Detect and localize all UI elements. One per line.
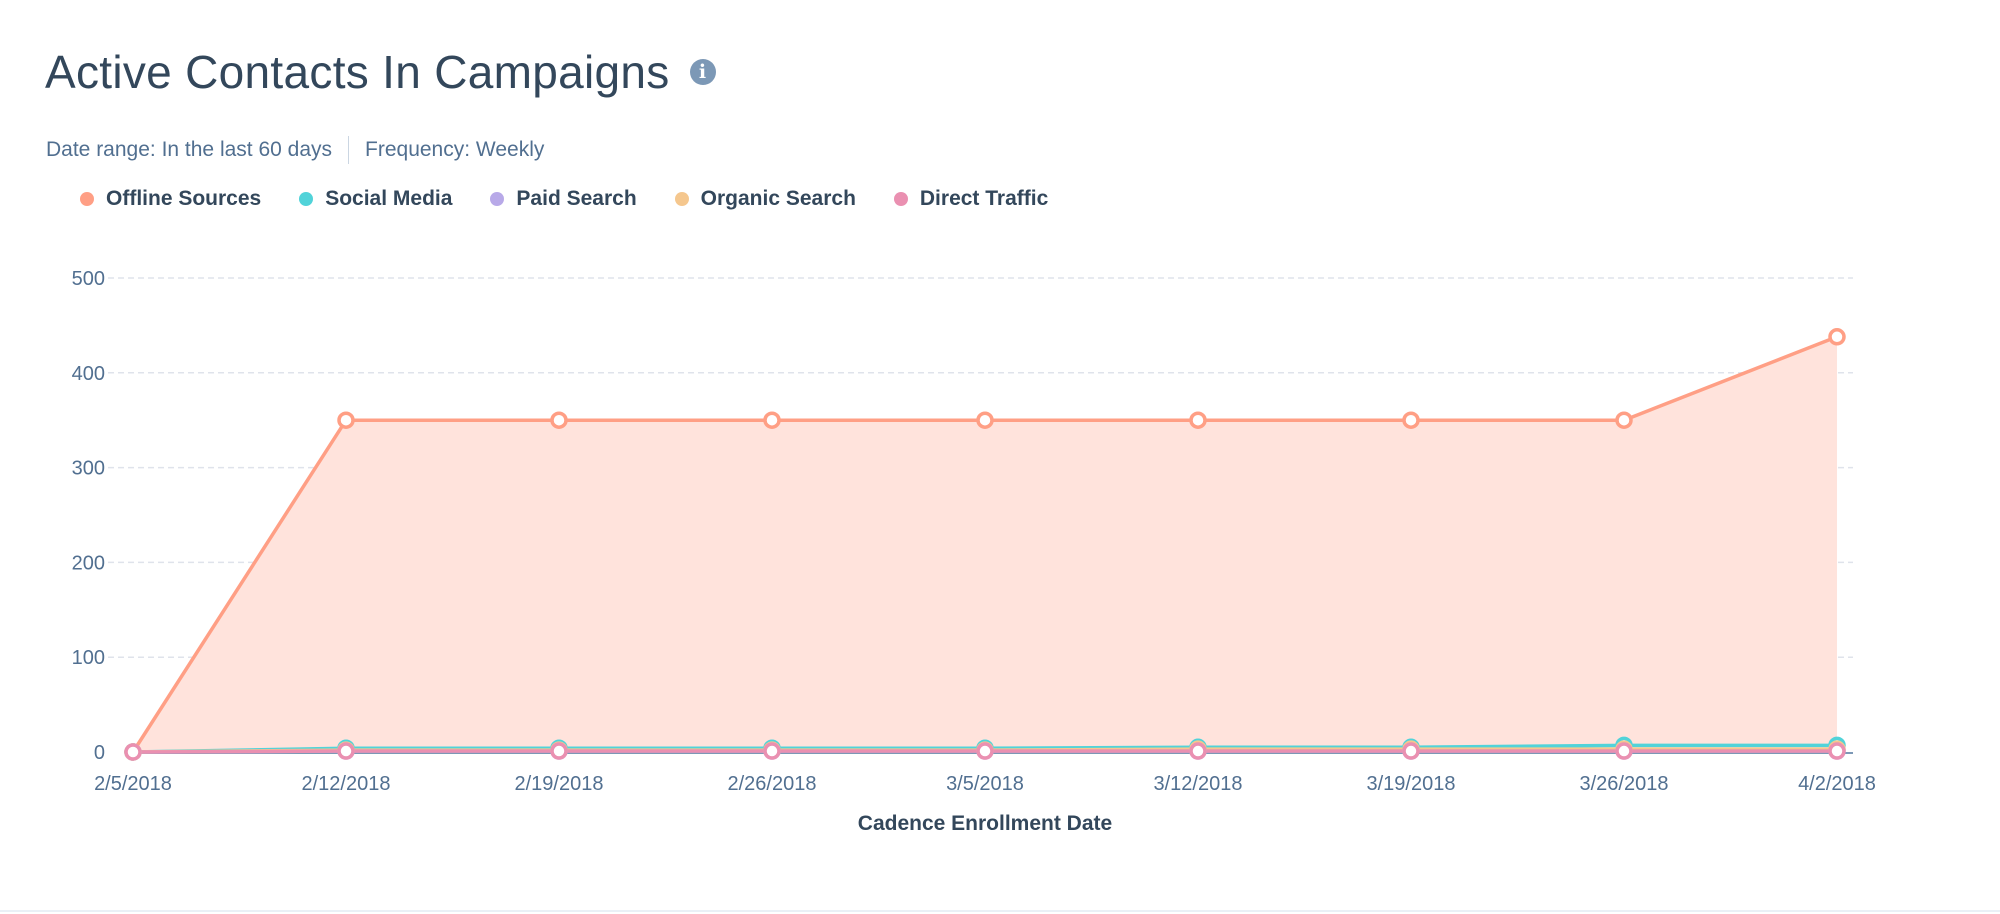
data-point[interactable] [124, 743, 142, 761]
chart-legend: Offline Sources Social Media Paid Search Or… [80, 187, 1086, 211]
data-point[interactable] [1828, 742, 1846, 760]
info-icon[interactable]: i [689, 59, 716, 85]
legend-dot-icon [80, 192, 94, 206]
x-tick-label: 2/26/2018 [728, 773, 817, 795]
x-tick-label: 2/5/2018 [94, 773, 172, 795]
data-point[interactable] [976, 411, 994, 429]
legend-item[interactable]: Offline Sources [80, 187, 261, 211]
x-tick-label: 2/19/2018 [515, 773, 604, 795]
legend-item[interactable]: Paid Search [490, 187, 637, 211]
y-tick-label: 200 [72, 552, 105, 574]
data-point[interactable] [1402, 411, 1420, 429]
report-meta: Date range: In the last 60 days Frequenc… [46, 136, 544, 164]
legend-label: Social Media [325, 187, 453, 210]
x-tick-label: 3/12/2018 [1154, 773, 1243, 795]
data-point[interactable] [337, 742, 355, 760]
legend-label: Paid Search [516, 187, 637, 210]
data-point[interactable] [763, 411, 781, 429]
legend-item[interactable]: Organic Search [674, 187, 856, 211]
frequency[interactable]: Frequency: Weekly [365, 138, 545, 161]
data-point[interactable] [763, 742, 781, 760]
data-point[interactable] [1615, 411, 1633, 429]
y-tick-label: 0 [94, 742, 105, 764]
y-tick-label: 500 [72, 268, 105, 290]
legend-dot-icon [893, 192, 908, 206]
divider [0, 910, 2000, 912]
data-point[interactable] [1615, 742, 1633, 760]
data-point[interactable] [550, 411, 568, 429]
y-tick-label: 400 [72, 363, 105, 385]
legend-label: Direct Traffic [919, 187, 1049, 210]
legend-item[interactable]: Social Media [299, 187, 452, 211]
y-tick-label: 100 [72, 647, 105, 669]
x-tick-label: 3/19/2018 [1367, 773, 1456, 795]
series-area [133, 336, 1837, 752]
data-point[interactable] [1189, 411, 1207, 429]
date-range[interactable]: Date range: In the last 60 days [46, 138, 333, 161]
x-axis-title: Cadence Enrollment Date [858, 812, 1112, 835]
x-tick-label: 2/12/2018 [302, 773, 391, 795]
x-tick-label: 4/2/2018 [1798, 773, 1876, 795]
x-tick-label: 3/26/2018 [1580, 773, 1669, 795]
legend-dot-icon [490, 192, 505, 206]
data-point[interactable] [976, 742, 994, 760]
legend-item[interactable]: Direct Traffic [893, 187, 1049, 211]
legend-dot-icon [674, 192, 689, 206]
legend-dot-icon [299, 192, 314, 206]
y-tick-label: 300 [72, 458, 105, 480]
title-text: Active Contacts In Campaigns [45, 46, 670, 98]
data-point[interactable] [1402, 742, 1420, 760]
data-point[interactable] [550, 742, 568, 760]
data-point[interactable] [337, 411, 355, 429]
legend-label: Offline Sources [106, 187, 262, 210]
legend-label: Organic Search [700, 187, 856, 210]
page-title: Active Contacts In Campaigns i [45, 45, 716, 99]
divider [348, 136, 350, 164]
x-tick-label: 3/5/2018 [946, 773, 1024, 795]
data-point[interactable] [1828, 328, 1846, 346]
data-point[interactable] [1189, 742, 1207, 760]
